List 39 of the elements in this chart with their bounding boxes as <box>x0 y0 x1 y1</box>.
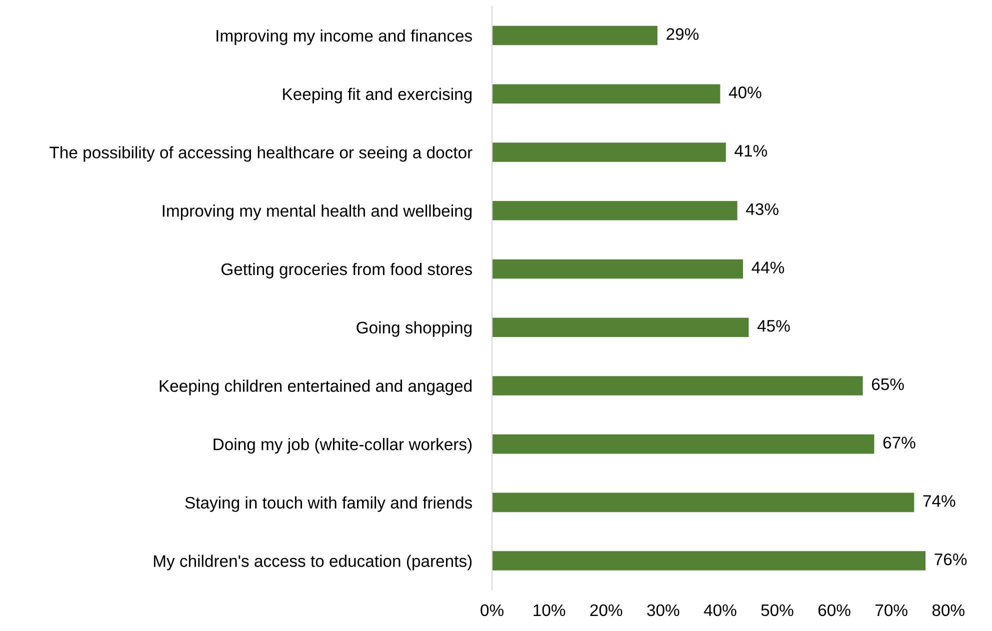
y-tick-label: Staying in touch with family and friends <box>185 496 472 512</box>
y-tick-label: The possibility of accessing healthcare or seeing a doctor <box>50 146 472 162</box>
bar <box>492 259 744 279</box>
data-label: 43% <box>746 203 778 216</box>
bar <box>492 84 720 104</box>
data-label: 40% <box>728 86 762 98</box>
data-label: 44% <box>752 262 784 274</box>
x-tick-label: 10% <box>534 604 566 616</box>
data-label: 76% <box>934 553 967 566</box>
bar <box>492 492 914 512</box>
y-tick-label: Doing my job (white-collar workers) <box>214 438 472 454</box>
bar <box>492 26 658 46</box>
x-tick-label: 50% <box>761 604 794 616</box>
bar <box>492 200 738 220</box>
bar <box>492 318 749 337</box>
bar <box>492 142 726 162</box>
x-tick-label: 80% <box>932 604 964 616</box>
bar <box>492 376 863 396</box>
y-tick-label: Improving my mental health and wellbeing <box>162 204 472 220</box>
y-tick-label: My children's access to education (parents) <box>154 554 472 570</box>
data-label: 29% <box>666 28 699 40</box>
x-tick-label: 40% <box>704 604 736 616</box>
x-tick-label: 0% <box>480 604 504 616</box>
data-label: 65% <box>872 378 904 390</box>
y-tick-label: Going shopping <box>356 321 472 337</box>
x-tick-label: 20% <box>590 604 622 616</box>
y-tick-label: Improving my income and finances <box>216 29 472 45</box>
y-tick-label: Getting groceries from food stores <box>221 262 472 278</box>
bar <box>492 434 874 454</box>
data-label: 45% <box>757 320 790 332</box>
x-tick-label: 70% <box>875 604 908 616</box>
y-tick-label: Keeping children entertained and angaged <box>160 380 472 396</box>
bar <box>492 551 926 570</box>
y-tick-label: Keeping fit and exercising <box>283 88 472 104</box>
x-tick-label: 60% <box>818 604 850 616</box>
data-label: 74% <box>923 495 956 507</box>
data-label: 41% <box>734 144 767 157</box>
data-label: 67% <box>883 436 916 449</box>
x-tick-label: 30% <box>647 604 680 616</box>
